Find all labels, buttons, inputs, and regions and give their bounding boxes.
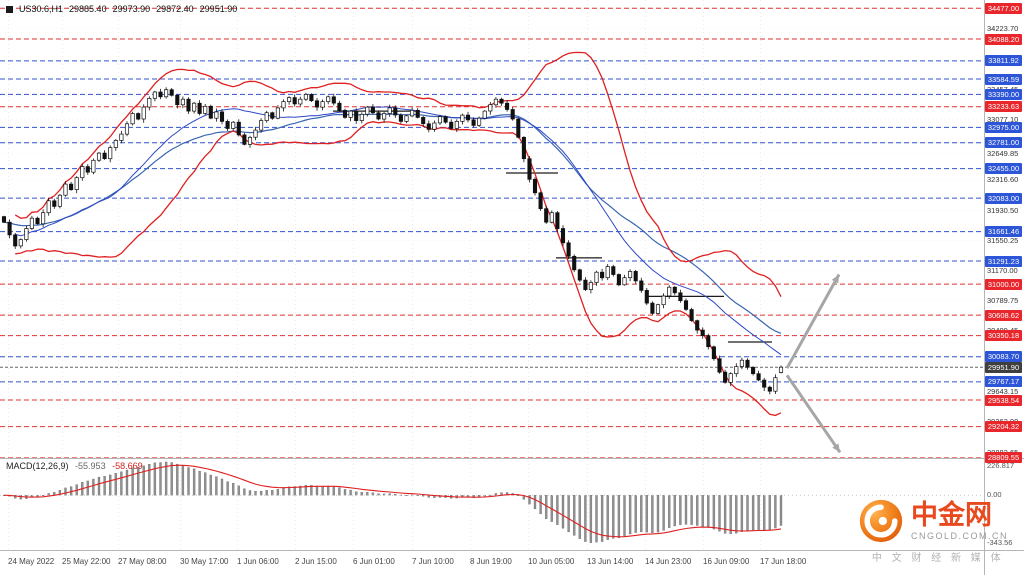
chart-title: US30.6,H1 29885.40 29973.90 29872.40 299…	[6, 4, 239, 14]
ohlc-high: 29973.90	[112, 4, 151, 14]
cngold-tagline: 中 文 财 经 新 媒 体	[871, 553, 1005, 564]
chart-symbol: US30.6,H1	[19, 4, 64, 14]
macd-main-value: -55.953	[75, 461, 106, 471]
chart-icon	[6, 5, 13, 13]
cngold-domain: CNGOLD.COM.CN	[911, 531, 1009, 542]
logo-dot	[878, 516, 887, 526]
cngold-watermark: 中金网 CNGOLD.COM.CN 中 文 财 经 新 媒 体	[858, 498, 1018, 564]
cngold-logo-icon	[859, 499, 903, 543]
macd-signal-value: -58.669	[112, 461, 143, 471]
macd-indicator-label: MACD(12,26,9) -55.953 -58.669	[6, 461, 143, 471]
logo-swirl	[864, 504, 898, 538]
cngold-name: 中金网	[911, 499, 992, 530]
ohlc-open: 29885.40	[69, 4, 107, 14]
ohlc-close: 29951.90	[199, 4, 238, 14]
macd-name: MACD(12,26,9)	[6, 461, 69, 471]
ohlc-low: 29872.40	[156, 4, 194, 14]
